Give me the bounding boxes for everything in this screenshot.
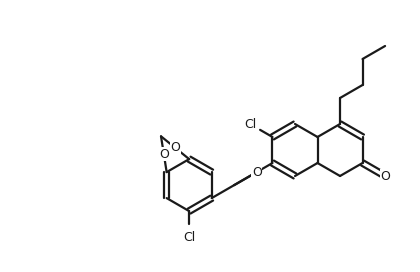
Text: O: O — [252, 166, 262, 179]
Text: Cl: Cl — [183, 231, 195, 244]
Text: O: O — [159, 148, 169, 161]
Text: O: O — [380, 169, 390, 183]
Text: O: O — [170, 141, 180, 154]
Text: Cl: Cl — [244, 118, 256, 131]
